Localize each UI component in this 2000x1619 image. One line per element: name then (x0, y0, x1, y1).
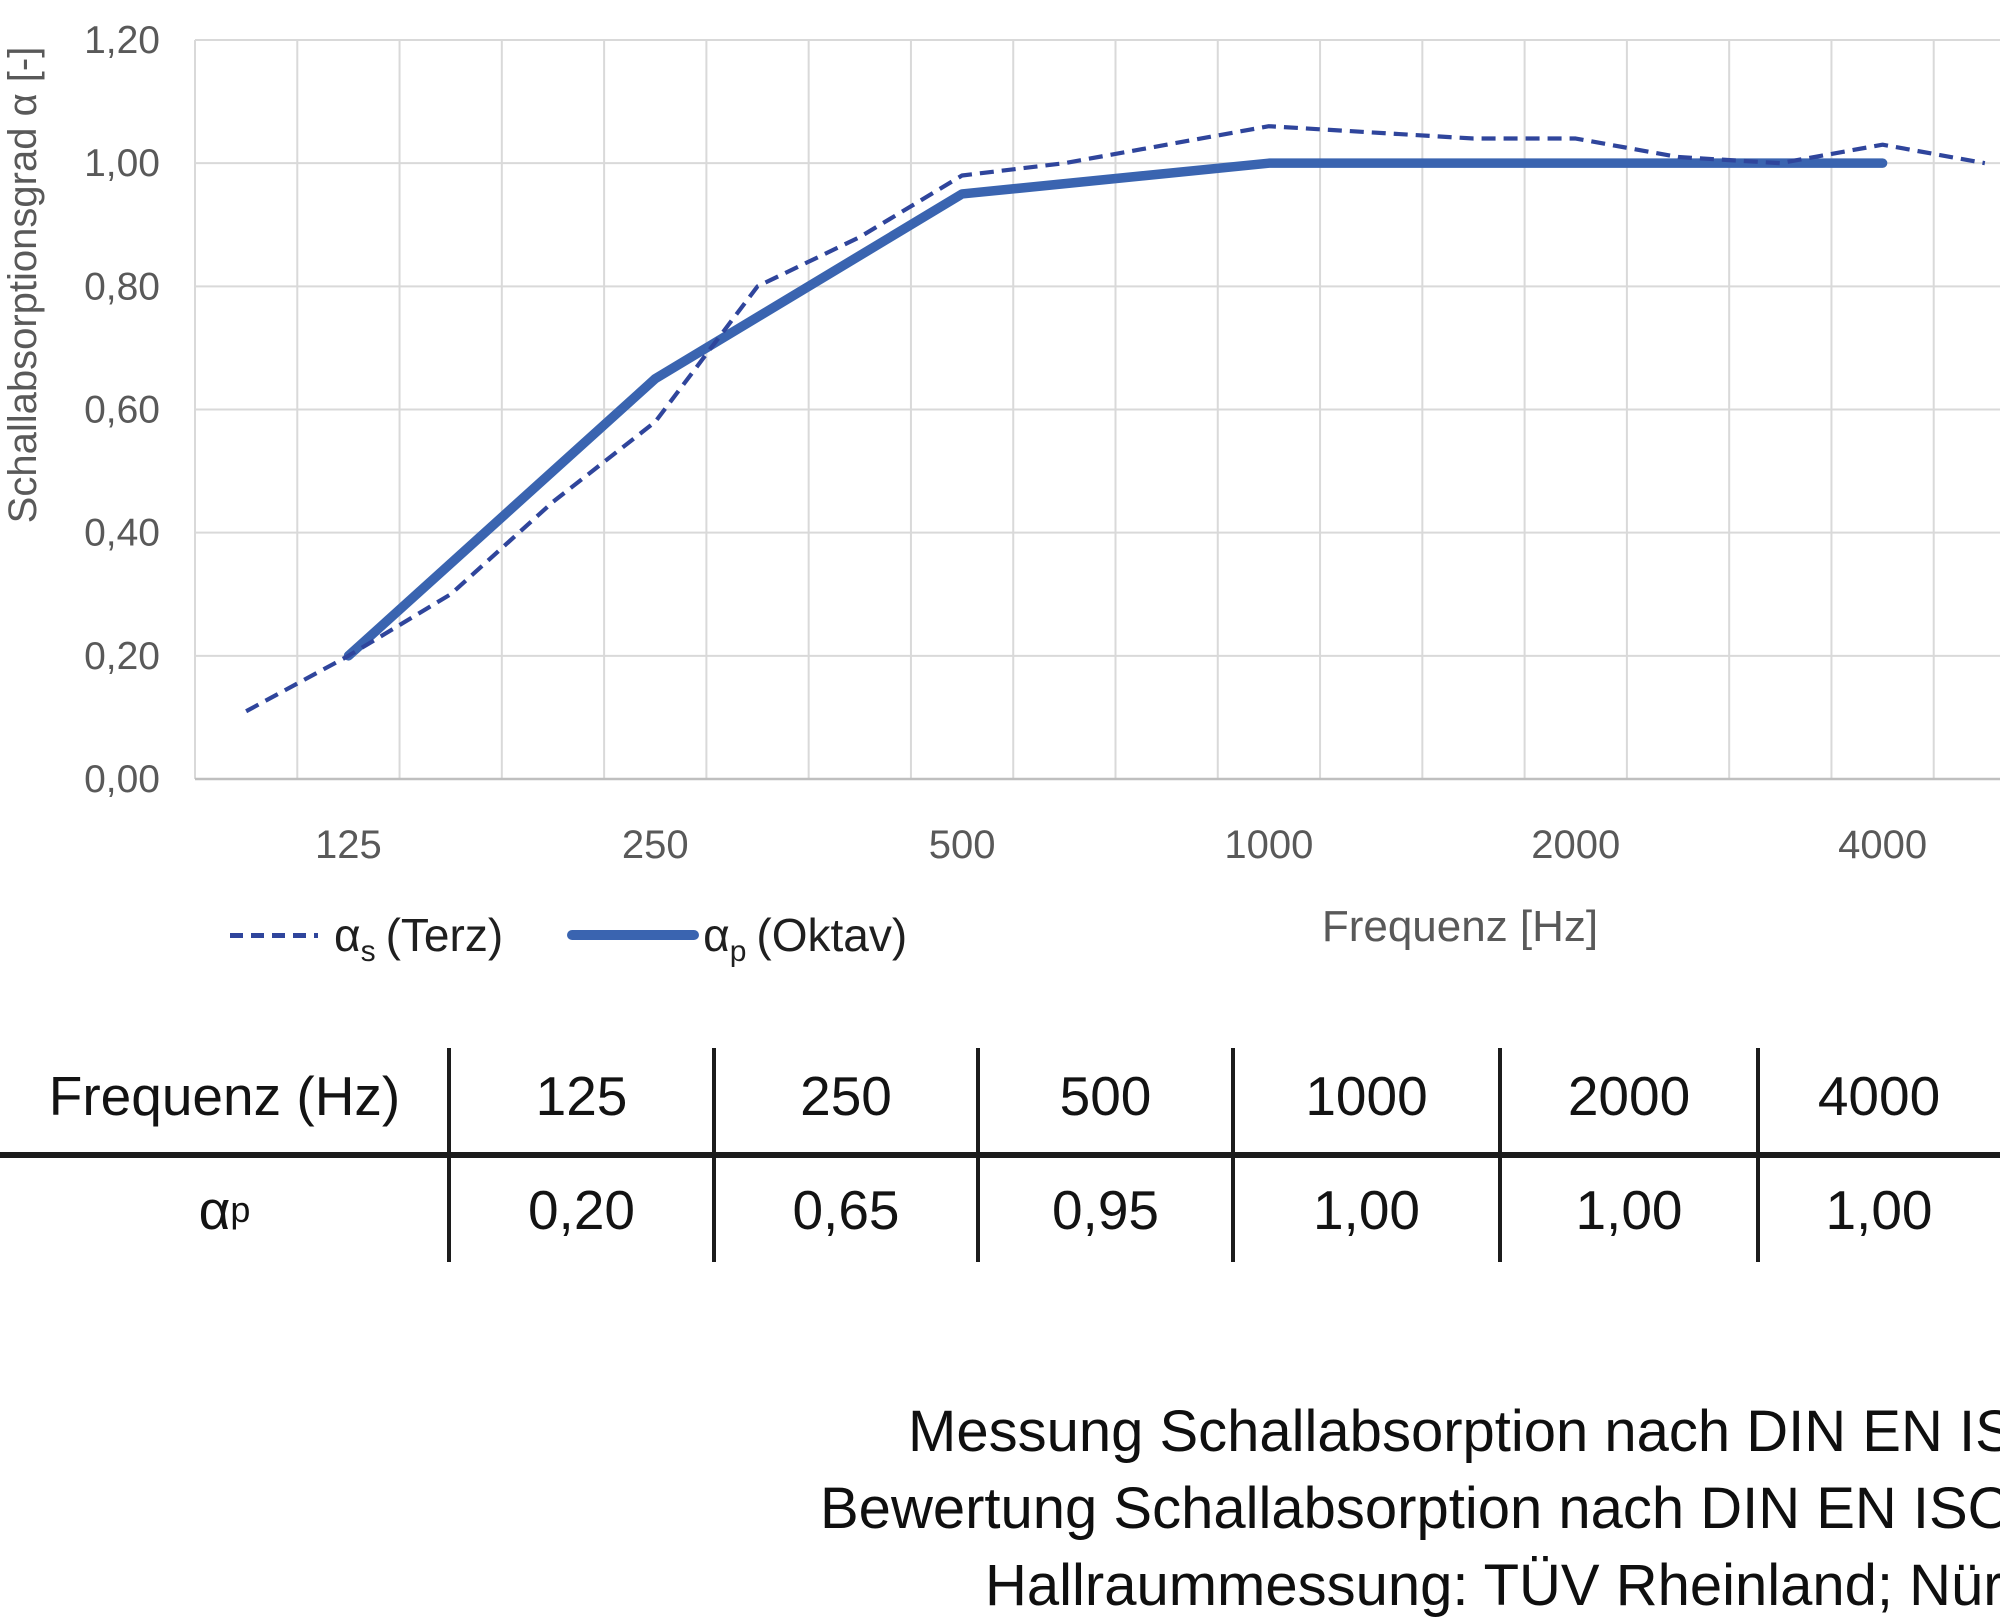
y-tick-label: 0,40 (84, 512, 160, 555)
table-column-separator (1231, 1048, 1235, 1262)
x-tick-label: 500 (929, 823, 996, 867)
legend-label-alpha-s: αs (Terz) (334, 908, 504, 967)
y-tick-label: 0,80 (84, 265, 160, 308)
alpha-symbol: α (334, 909, 361, 961)
dashed-line-swatch (230, 932, 318, 938)
chart-legend: αs (Terz) αp (Oktav) (230, 908, 908, 967)
alpha-subscript: s (360, 935, 376, 969)
series-line-alpha-p-oktav (343, 158, 1888, 661)
table-value-2000: 1,00 (1575, 1179, 1683, 1241)
legend-label-alpha-p: αp (Oktav) (703, 908, 908, 967)
x-tick-label: 125 (315, 823, 382, 867)
y-tick-label: 0,60 (84, 389, 160, 432)
alpha-symbol: α (198, 1179, 231, 1241)
solid-line-swatch (567, 930, 700, 940)
x-tick-label: 2000 (1531, 823, 1620, 867)
y-tick-label: 1,20 (84, 19, 160, 62)
table-value-500: 0,95 (1051, 1179, 1160, 1241)
legend-series-name: (Oktav) (756, 909, 908, 961)
legend-item-alpha-p: αp (Oktav) (567, 908, 908, 967)
table-header-500: 500 (1059, 1065, 1152, 1127)
chart-series (245, 124, 1986, 714)
absorption-chart: 0,00 0,20 0,40 0,60 0,80 1,00 1,20 125 250 500 100… (1, 19, 2000, 951)
table-value-125: 0,20 (527, 1179, 636, 1241)
footer-note-rating: Bewertung Schallabsorption nach DIN EN I… (820, 1476, 2000, 1541)
table-value-4000: 1,00 (1825, 1179, 1933, 1241)
x-tick-label: 4000 (1838, 823, 1927, 867)
alpha-symbol: α (703, 909, 730, 961)
table-value-1000: 1,00 (1312, 1179, 1421, 1241)
chart-tick-labels: 0,00 0,20 0,40 0,60 0,80 1,00 1,20 125 250 500 100… (84, 19, 1927, 867)
table-value-250: 0,65 (792, 1179, 900, 1241)
x-tick-label: 250 (622, 823, 689, 867)
legend-item-alpha-s: αs (Terz) (230, 908, 504, 967)
table-header-row: Frequenz (Hz) 125 250 500 1000 2000 4000 (0, 1040, 2000, 1152)
y-axis-title: Schallabsorptionsgrad α [-] (1, 47, 45, 524)
y-tick-label: 0,20 (84, 635, 160, 678)
legend-series-name: (Terz) (385, 909, 504, 961)
series-line-alpha-s-terz (245, 124, 1986, 714)
table-header-2000: 2000 (1567, 1065, 1691, 1127)
chart-gridlines (194, 39, 2000, 781)
table-header-1000: 1000 (1305, 1065, 1428, 1127)
y-tick-label: 1,00 (84, 142, 160, 185)
table-column-separator (976, 1048, 980, 1262)
table-header-250: 250 (800, 1065, 892, 1127)
table-column-separator (1498, 1048, 1502, 1262)
table-column-separator (447, 1048, 451, 1262)
table-column-separator (712, 1048, 716, 1262)
x-axis-title: Frequenz [Hz] (1322, 902, 1598, 951)
table-header-4000: 4000 (1817, 1065, 1941, 1127)
footer-note-measurement: Messung Schallabsorption nach DIN EN ISO… (908, 1399, 2000, 1464)
table-divider-line (0, 1152, 2000, 1158)
alpha-subscript: p (729, 935, 747, 969)
footer-note-lab: Hallraummessung: TÜV Rheinland; Nürnberg (985, 1553, 2000, 1618)
table-header-125: 125 (535, 1065, 628, 1127)
x-tick-label: 1000 (1224, 823, 1313, 867)
table-column-separator (1756, 1048, 1760, 1262)
table-header-frequency: Frequenz (Hz) (48, 1065, 401, 1127)
y-tick-label: 0,00 (84, 758, 160, 801)
